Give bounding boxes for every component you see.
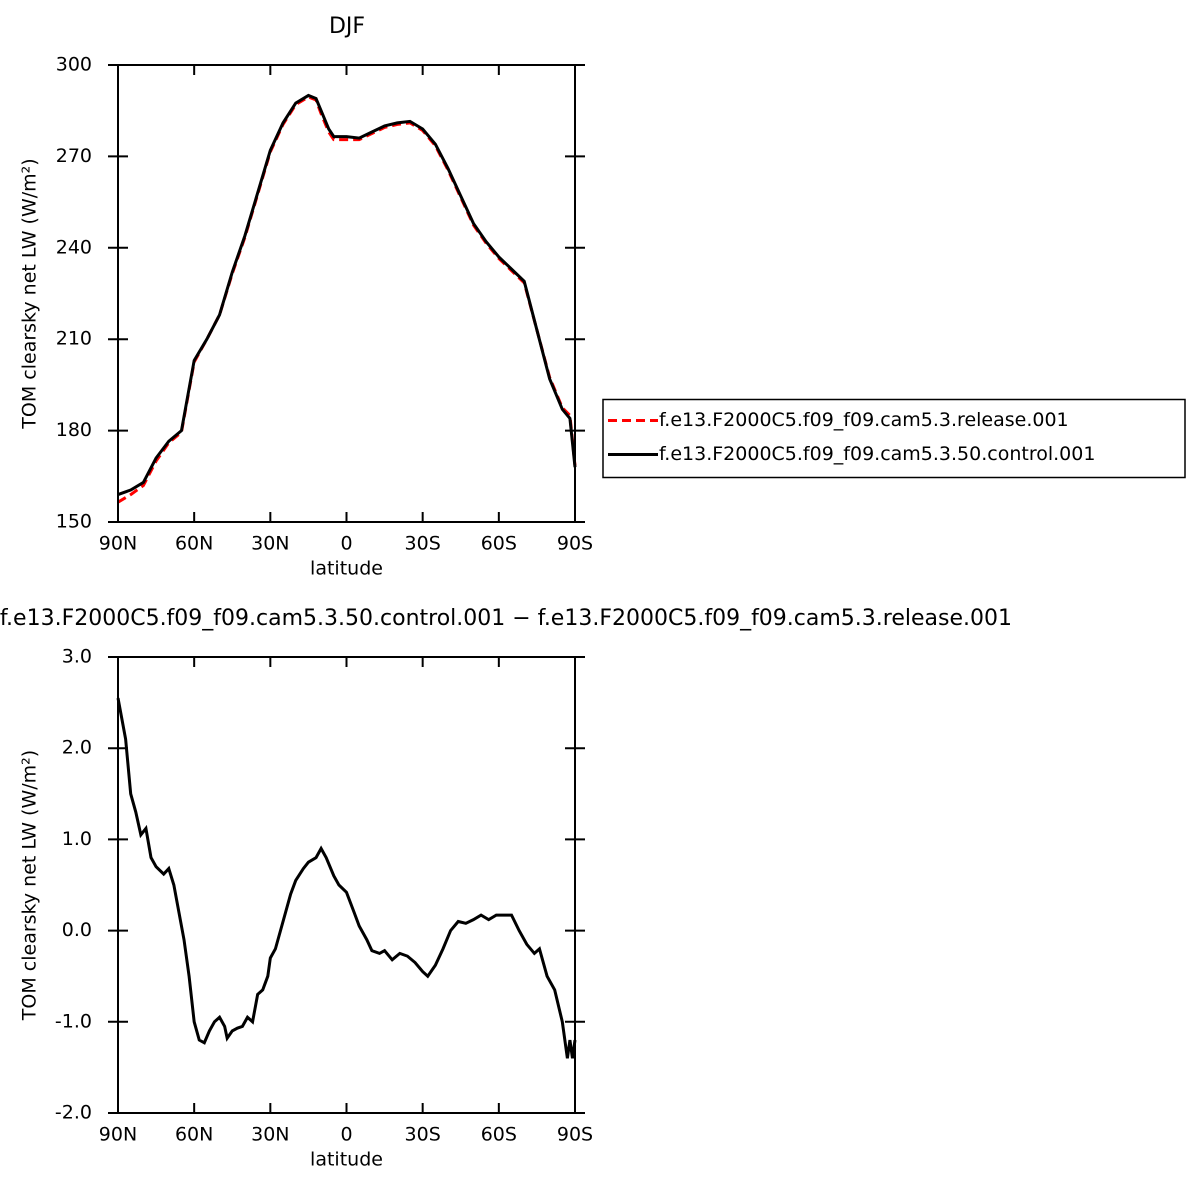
- y-tick-label: -1.0: [55, 1010, 92, 1032]
- x-tick-label: 0: [340, 1124, 352, 1146]
- y-axis-label: TOM clearsky net LW (W/m²): [19, 158, 41, 429]
- y-tick-label: 270: [56, 145, 92, 167]
- y-tick-label: 3.0: [62, 646, 92, 668]
- x-tick-label: 90N: [99, 1124, 137, 1146]
- y-tick-label: 180: [56, 419, 92, 441]
- x-axis-label: latitude: [310, 558, 383, 580]
- x-tick-label: 60S: [481, 533, 517, 555]
- data-line: [117, 93, 577, 496]
- x-tick-label: 30N: [251, 1124, 289, 1146]
- x-tick-label: 30S: [405, 533, 441, 555]
- x-tick-label: 90N: [99, 533, 137, 555]
- x-tick-label: 30S: [405, 1124, 441, 1146]
- x-tick-label: 30N: [251, 533, 289, 555]
- y-axis-label: TOM clearsky net LW (W/m²): [19, 750, 41, 1021]
- plot-frame: [117, 656, 576, 1114]
- y-tick-label: 150: [56, 511, 92, 533]
- y-tick-label: 1.0: [62, 828, 92, 850]
- x-tick-label: 60N: [175, 533, 213, 555]
- x-tick-label: 60S: [481, 1124, 517, 1146]
- y-tick-label: 0.0: [62, 919, 92, 941]
- x-axis-label: latitude: [310, 1149, 383, 1171]
- x-tick-label: 60N: [175, 1124, 213, 1146]
- y-tick-label: 2.0: [62, 737, 92, 759]
- legend-label: f.e13.F2000C5.f09_f09.cam5.3.release.001: [659, 409, 1069, 431]
- legend-label: f.e13.F2000C5.f09_f09.cam5.3.50.control.…: [659, 443, 1095, 465]
- y-tick-label: 240: [56, 236, 92, 258]
- x-tick-label: 90S: [557, 533, 593, 555]
- chart-title: f.e13.F2000C5.f09_f09.cam5.3.50.control.…: [0, 606, 1012, 631]
- data-line: [116, 697, 577, 1059]
- plot-frame: [117, 64, 576, 523]
- y-tick-label: -2.0: [55, 1102, 92, 1124]
- chart-title: DJF: [329, 14, 365, 39]
- data-line: [117, 95, 577, 504]
- x-tick-label: 0: [340, 533, 352, 555]
- legend-box: [602, 398, 1186, 479]
- x-tick-label: 90S: [557, 1124, 593, 1146]
- y-tick-label: 210: [56, 328, 92, 350]
- y-tick-label: 300: [56, 54, 92, 76]
